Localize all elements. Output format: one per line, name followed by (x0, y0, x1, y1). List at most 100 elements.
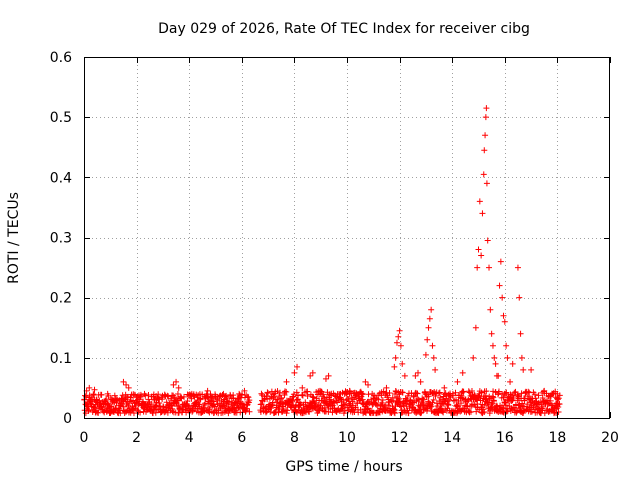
data-point (347, 402, 354, 409)
data-point (293, 389, 300, 396)
data-point (265, 390, 272, 397)
data-point (495, 388, 502, 395)
data-point (489, 342, 496, 349)
data-point (397, 403, 404, 410)
data-point (472, 324, 479, 331)
data-point (554, 390, 561, 397)
data-point (112, 405, 119, 412)
data-point (125, 384, 132, 391)
data-point (514, 264, 521, 271)
data-point (555, 403, 562, 410)
y-tick-label: 0.4 (50, 170, 72, 186)
data-point (435, 410, 442, 417)
data-point (479, 210, 486, 217)
data-point (124, 393, 131, 400)
data-point (488, 330, 495, 337)
data-point (429, 399, 436, 406)
data-point (464, 398, 471, 405)
x-tick-label: 0 (80, 430, 89, 446)
data-point (90, 391, 97, 398)
data-point (500, 312, 507, 319)
data-point (480, 171, 487, 178)
data-point (189, 407, 196, 414)
data-point (481, 147, 488, 154)
data-point (424, 336, 431, 343)
data-point (414, 390, 421, 397)
data-point (120, 403, 127, 410)
data-point (535, 392, 542, 399)
data-point (490, 397, 497, 404)
data-point (486, 264, 493, 271)
data-point (304, 392, 311, 399)
data-point (453, 402, 460, 409)
data-point (120, 378, 127, 385)
grid-layer (84, 57, 610, 418)
data-point (410, 393, 417, 400)
data-point (283, 378, 290, 385)
data-point (96, 397, 103, 404)
data-point (106, 403, 113, 410)
data-point (331, 405, 338, 412)
data-point (483, 388, 490, 395)
data-point (246, 397, 253, 404)
data-point (181, 393, 188, 400)
data-point (239, 391, 246, 398)
data-point (541, 387, 548, 394)
data-point (484, 237, 491, 244)
data-point (174, 390, 181, 397)
data-point (236, 390, 243, 397)
data-point (336, 394, 343, 401)
data-point (405, 410, 412, 417)
data-point (226, 398, 233, 405)
data-point (309, 393, 316, 400)
data-point (429, 342, 436, 349)
data-point (202, 400, 209, 407)
data-point (432, 392, 439, 399)
data-point (500, 394, 507, 401)
data-point (95, 409, 102, 416)
data-point (357, 407, 364, 414)
data-point (291, 369, 298, 376)
data-point (223, 394, 230, 401)
data-point (496, 282, 503, 289)
data-point (555, 395, 562, 402)
data-point (108, 403, 115, 410)
data-point (294, 363, 301, 370)
data-point (517, 330, 524, 337)
data-point (98, 391, 105, 398)
data-layer (81, 105, 563, 417)
data-point (359, 396, 366, 403)
data-point (327, 406, 334, 413)
data-point (554, 396, 561, 403)
y-tick-label: 0.3 (50, 231, 72, 247)
data-point (435, 390, 442, 397)
data-point (325, 372, 332, 379)
data-point (525, 388, 532, 395)
data-point (137, 409, 144, 416)
data-point (544, 397, 551, 404)
data-point (502, 402, 509, 409)
data-point (219, 391, 226, 398)
data-point (227, 393, 234, 400)
x-tick-label: 8 (290, 430, 299, 446)
tick-layer: 0 2 4 6 8 10 12 14 16 18 20 0 0.1 0.2 0.3 0.4 0.5 0.6 (50, 50, 619, 446)
data-point (518, 354, 525, 361)
data-point (126, 398, 133, 405)
data-point (549, 390, 556, 397)
x-tick-label: 16 (496, 430, 514, 446)
data-point (503, 389, 510, 396)
data-point (345, 407, 352, 414)
data-point (545, 400, 552, 407)
data-point (531, 391, 538, 398)
data-point (457, 400, 464, 407)
x-tick-label: 12 (391, 430, 409, 446)
data-point (511, 389, 518, 396)
data-point (111, 392, 118, 399)
y-tick-label: 0.5 (50, 110, 72, 126)
data-point (263, 393, 270, 400)
data-point (397, 342, 404, 349)
data-point (516, 401, 523, 408)
data-point (390, 397, 397, 404)
data-point (104, 390, 111, 397)
data-point (528, 366, 535, 373)
